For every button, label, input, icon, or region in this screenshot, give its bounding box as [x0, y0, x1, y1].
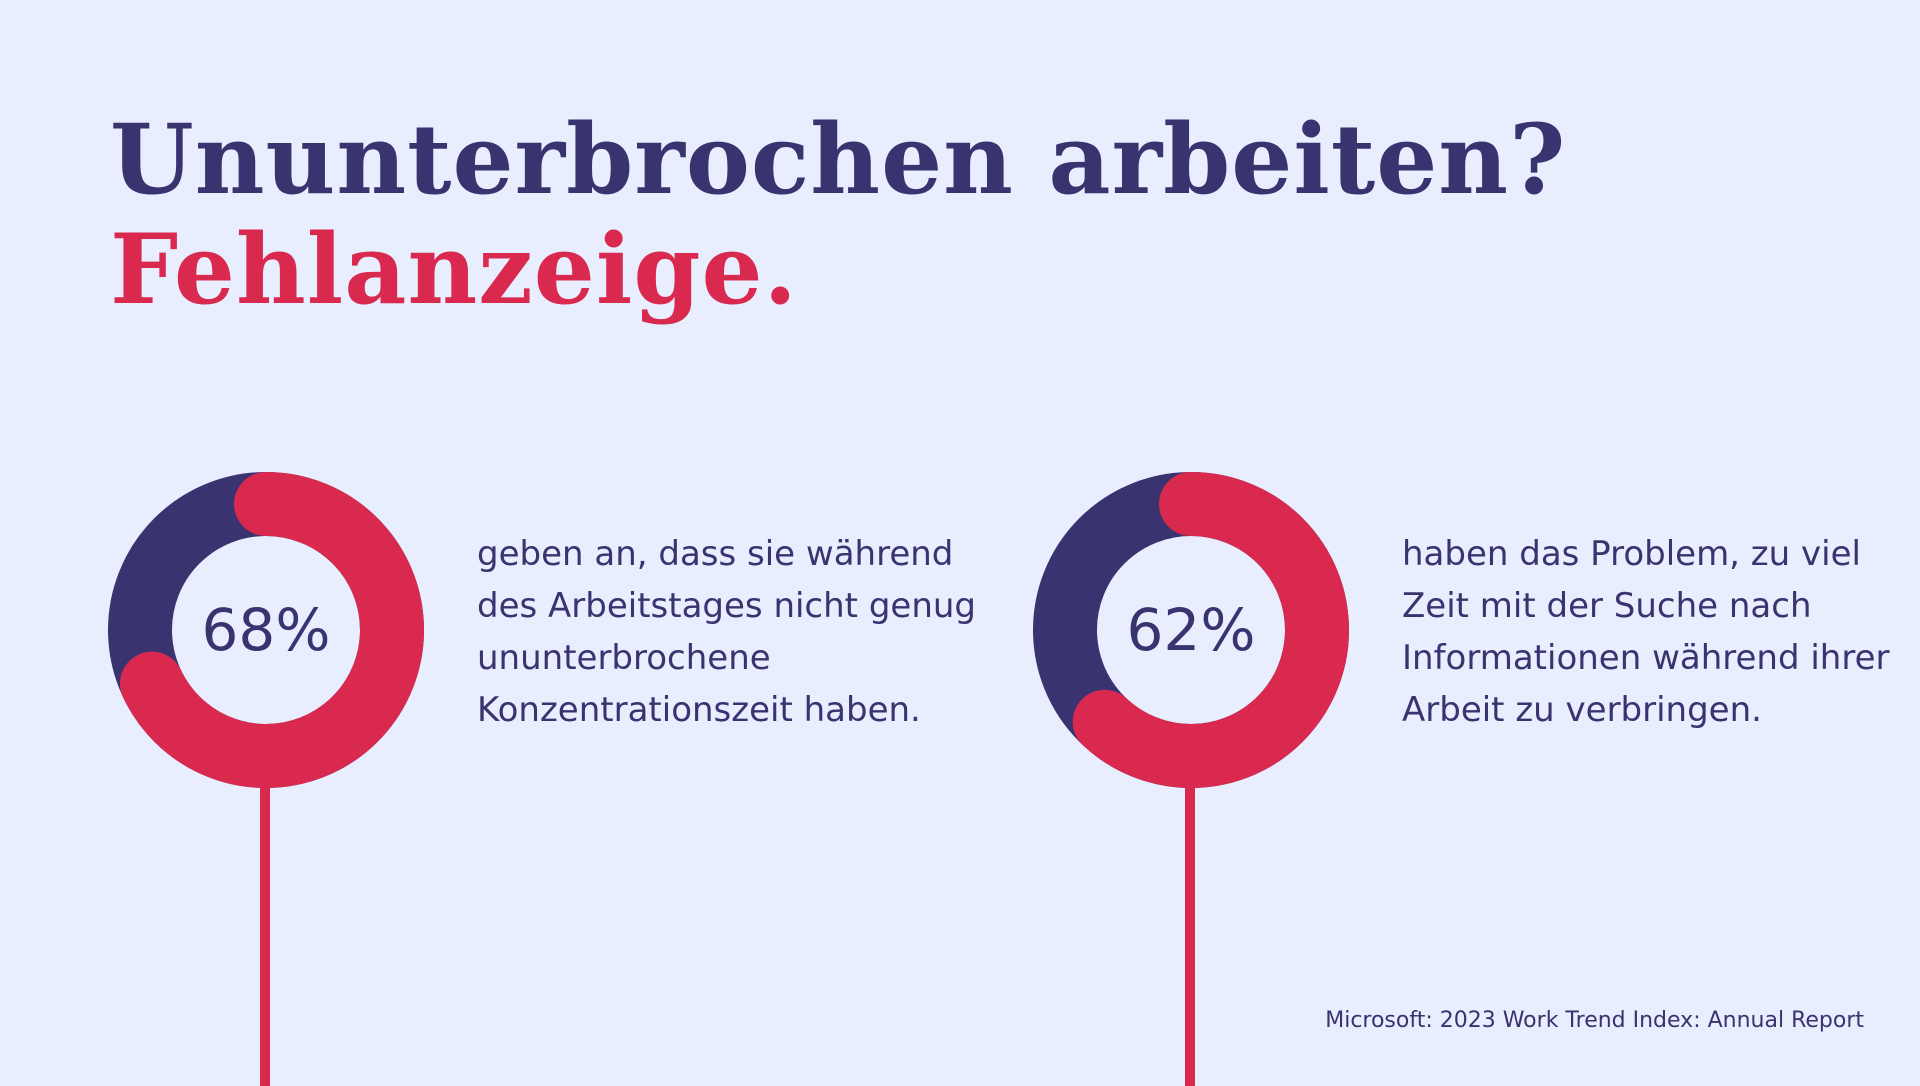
percent-label: 68% — [201, 596, 331, 664]
stem-line — [260, 786, 270, 1086]
headline-answer: Fehlanzeige. — [110, 213, 798, 326]
headline-question: Ununterbrochen arbeiten? — [110, 103, 1567, 216]
donut-svg — [108, 472, 424, 788]
donut-chart — [106, 470, 426, 790]
stat-concentration: 68% — [106, 470, 426, 1086]
donut-svg — [1033, 472, 1349, 788]
source-citation: Microsoft: 2023 Work Trend Index: Annual… — [1325, 1008, 1864, 1033]
headline: Ununterbrochen arbeiten? Fehlanzeige. — [110, 105, 1566, 325]
donut-segment-main — [1072, 472, 1349, 788]
stat-description: geben an, dass sie während des Arbeitsta… — [477, 534, 976, 730]
stat-information-search: 62% — [1031, 470, 1351, 1086]
donut-segment-main — [119, 472, 424, 788]
stem-line — [1185, 786, 1195, 1086]
stat-description: haben das Problem, zu viel Zeit mit der … — [1402, 534, 1890, 730]
donut-chart — [1031, 470, 1351, 790]
percent-label: 62% — [1126, 596, 1256, 664]
